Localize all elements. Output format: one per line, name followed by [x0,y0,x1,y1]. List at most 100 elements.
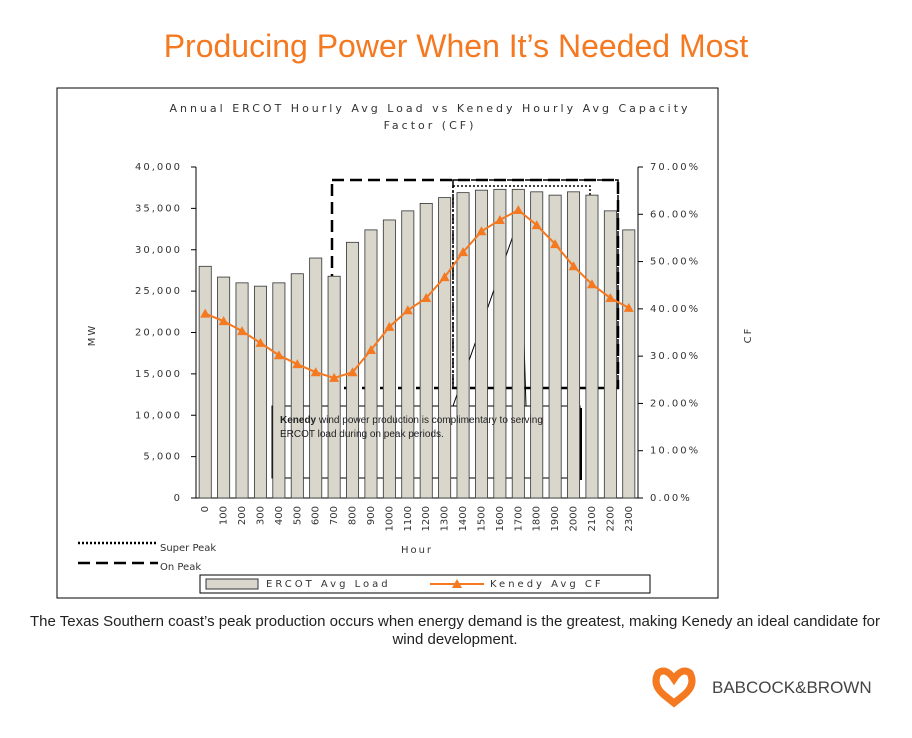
x-tick-label: 1700 [513,506,524,531]
x-tick-label: 1100 [403,506,414,531]
marker [586,279,597,289]
y2-axis-title: CF [743,327,754,344]
bar [217,276,231,499]
y2-tick-label: 70.00% [650,162,700,173]
marker [347,367,358,377]
bar [235,282,249,499]
y2-tick-label: 10.00% [650,446,700,457]
x-tick-label: 1200 [421,506,432,531]
marker [421,292,432,302]
marker [550,239,561,249]
y-tick-label: 25,000 [135,286,182,297]
y-tick-label: 10,000 [135,410,182,421]
x-tick-label: 1800 [532,506,543,531]
bar [493,188,507,499]
marker [200,308,211,318]
annotation-bold: Kenedy [280,415,317,426]
line [204,208,630,379]
annotation: Kenedy wind power production is complime… [280,414,574,442]
y-tick-label: 5,000 [143,452,182,463]
bar [364,229,378,499]
logo-shape [652,667,696,708]
x-tick-label: 1300 [440,506,451,531]
x-tick-label: 1500 [476,506,487,531]
y-tick-label: 40,000 [135,162,182,173]
x-tick-label: 2000 [569,506,580,531]
marker [439,272,450,282]
x-tick-label: 900 [366,506,377,525]
x-tick-label: 700 [329,506,340,525]
y-tick-label: 35,000 [135,203,182,214]
logo-text: BABCOCK&BROWN [712,678,872,697]
marker [476,226,487,236]
x-tick-label: 600 [311,506,322,525]
marker [568,261,579,271]
bar [327,275,341,499]
slide-title: Producing Power When It’s Needed Most [163,28,749,64]
legend-label: Kenedy Avg CF [490,579,604,590]
bar [272,282,286,499]
x-tick-label: 100 [219,506,230,525]
legend-swatch [205,578,259,590]
annotation-text: wind power production is complimentary t… [280,415,543,440]
bar [548,194,562,499]
chart-frame [56,87,719,599]
marker [513,205,524,215]
y2-tick-label: 50.00% [650,257,700,268]
y-axis-title: MW [87,324,98,347]
x-tick-label: 0 [200,506,211,512]
marker [623,302,634,312]
marker [292,359,303,369]
marker [237,326,248,336]
y2-tick-label: 20.00% [650,398,700,409]
bar [474,189,488,499]
chart-title: Annual ERCOT Hourly Avg Load vs Kenedy H… [169,102,691,132]
bar [438,197,452,499]
marker [458,247,469,257]
x-tick-label: 400 [274,506,285,525]
y-tick-label: 15,000 [135,369,182,380]
marker [218,316,229,326]
legend-label: ERCOT Avg Load [266,579,391,590]
bar [382,219,396,499]
caption: The Texas Southern coast’s peak producti… [30,613,880,648]
y-tick-label: 0 [174,493,182,504]
x-tick-label: 2100 [587,506,598,531]
y2-tick-label: 30.00% [650,351,700,362]
marker [365,344,376,354]
x-tick-label: 800 [348,506,359,525]
marker [255,337,266,347]
x-tick-label: 500 [292,506,303,525]
bar [309,257,323,499]
y-tick-label: 20,000 [135,328,182,339]
bar [456,192,470,499]
x-tick-label: 2200 [605,506,616,531]
x-axis-title: Hour [401,545,433,556]
legend [199,574,651,594]
y2-tick-label: 60.00% [650,209,700,220]
marker [605,292,616,302]
y-tick-label: 30,000 [135,245,182,256]
bar [511,188,525,499]
marker [329,372,340,382]
bar [567,191,581,499]
x-tick-label: 1400 [458,506,469,531]
marker [384,321,395,331]
peak-legend-label: Super Peak [160,543,216,554]
x-tick-label: 2300 [624,506,635,531]
bar [603,210,617,499]
marker [402,305,413,315]
x-tick-label: 300 [255,506,266,525]
bar [198,265,212,499]
marker [273,350,284,360]
peak-legend-label: On Peak [160,562,201,573]
marker [494,214,505,224]
bar [253,285,267,499]
bar [622,229,636,499]
bar [530,191,544,499]
y2-tick-label: 0.00% [650,493,692,504]
bar [290,273,304,499]
bar [419,203,433,499]
